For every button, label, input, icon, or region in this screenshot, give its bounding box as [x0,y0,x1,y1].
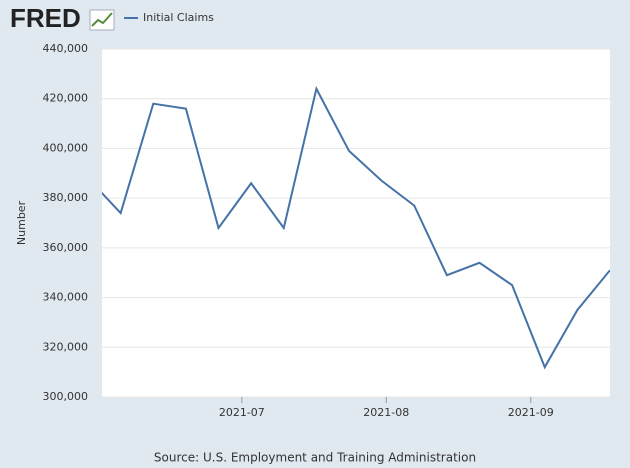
y-tick-label: 440,000 [43,42,89,55]
y-tick-label: 400,000 [43,141,89,154]
y-tick-label: 300,000 [43,390,89,403]
y-tick-label: 340,000 [43,291,89,304]
y-tick-label: 320,000 [43,340,89,353]
data-line [102,85,610,370]
y-axis-label: Number [15,200,28,245]
plot-area [102,49,610,397]
x-tick-label: 2021-09 [508,406,554,419]
x-tick-label: 2021-08 [363,406,409,419]
y-tick-label: 360,000 [43,241,89,254]
logo: FRED [10,3,81,33]
y-tick-label: 420,000 [43,92,89,105]
source: Source: U.S. Employment and Training Adm… [154,451,476,465]
x-tick-label: 2021-07 [219,406,265,419]
logo-icon [89,9,115,31]
legend-label: Initial Claims [143,11,214,24]
y-tick-label: 380,000 [43,191,89,204]
